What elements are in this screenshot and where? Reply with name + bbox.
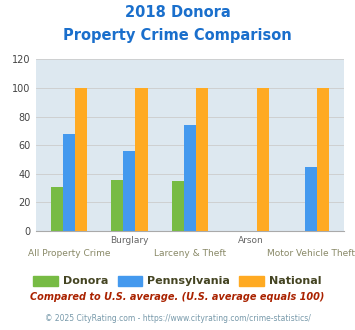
Bar: [305, 167, 317, 231]
Bar: [172, 181, 184, 231]
Bar: [135, 88, 148, 231]
Text: Compared to U.S. average. (U.S. average equals 100): Compared to U.S. average. (U.S. average …: [30, 292, 325, 302]
Text: 2018 Donora: 2018 Donora: [125, 5, 230, 20]
Text: Arson: Arson: [237, 236, 263, 245]
Bar: [63, 134, 75, 231]
Bar: [317, 88, 329, 231]
Text: Larceny & Theft: Larceny & Theft: [154, 249, 226, 258]
Bar: [196, 88, 208, 231]
Text: All Property Crime: All Property Crime: [28, 249, 110, 258]
Bar: [111, 180, 123, 231]
Bar: [257, 88, 269, 231]
Bar: [51, 187, 63, 231]
Text: Property Crime Comparison: Property Crime Comparison: [63, 28, 292, 43]
Bar: [75, 88, 87, 231]
Text: Burglary: Burglary: [110, 236, 149, 245]
Text: © 2025 CityRating.com - https://www.cityrating.com/crime-statistics/: © 2025 CityRating.com - https://www.city…: [45, 314, 310, 323]
Bar: [184, 125, 196, 231]
Legend: Donora, Pennsylvania, National: Donora, Pennsylvania, National: [29, 271, 326, 291]
Bar: [123, 151, 135, 231]
Text: Motor Vehicle Theft: Motor Vehicle Theft: [267, 249, 355, 258]
